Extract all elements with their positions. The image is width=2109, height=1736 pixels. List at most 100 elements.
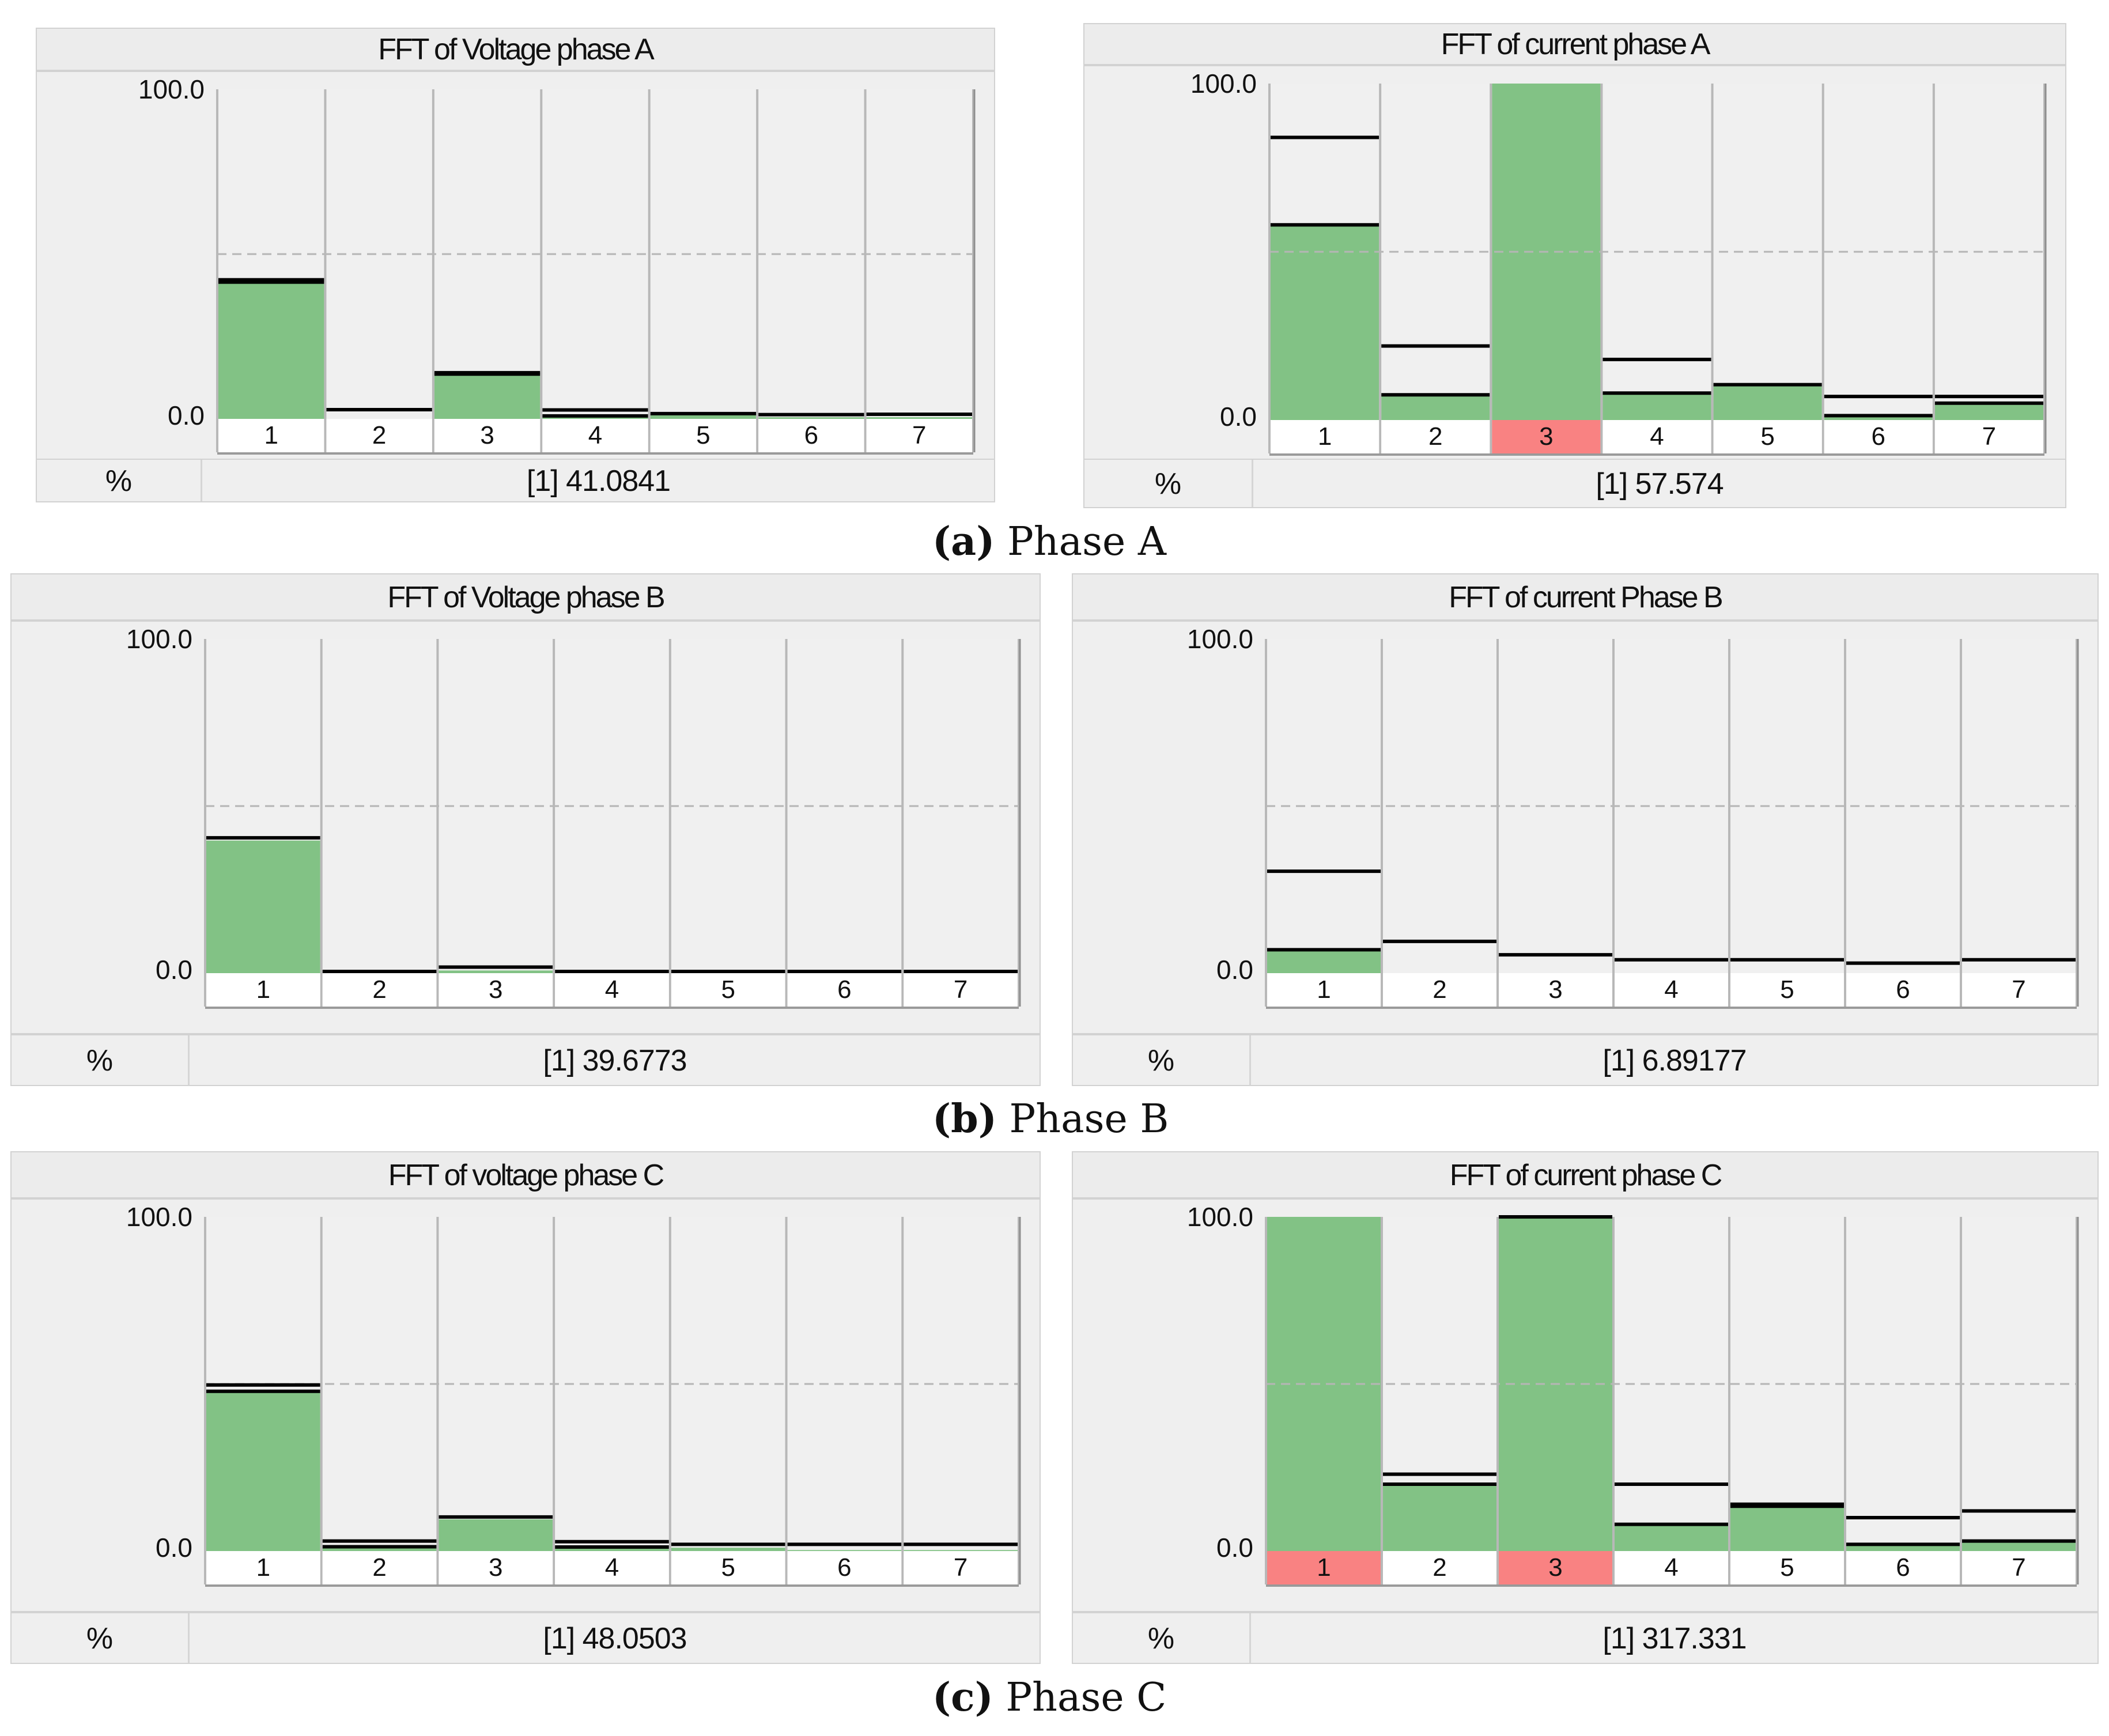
bar-5 [671, 1548, 785, 1551]
bar-6 [758, 417, 864, 419]
bin-label-6: 6 [837, 975, 851, 1004]
bin-label-box-1 [1271, 420, 1379, 453]
bin-label-6: 6 [1872, 422, 1885, 451]
bin-label-2: 2 [1433, 975, 1446, 1004]
panel-title: FFT of current phase A [1083, 23, 2066, 65]
readout-value: [1] 39.6773 [543, 1044, 687, 1077]
bin-label-box-3 [434, 419, 541, 452]
fft-panel-voltage-a: FFT of Voltage phase A 100.0 0.0 1 2 3 4 5 6 7 %… [36, 28, 995, 502]
caption-letter: (a) [932, 519, 995, 565]
bar-7 [866, 417, 972, 419]
bin-label-3: 3 [480, 421, 494, 449]
y-tick-label-min: 0.0 [168, 400, 205, 430]
y-tick-label-max: 100.0 [138, 74, 205, 104]
bin-label-1: 1 [1317, 975, 1331, 1004]
bar-6 [787, 1550, 902, 1551]
panel-title: FFT of voltage phase C [10, 1151, 1041, 1198]
bar-4 [1615, 1524, 1728, 1551]
bin-label-box-2 [326, 419, 432, 452]
bar-1 [218, 283, 324, 419]
bin-label-box-3 [439, 973, 553, 1007]
panel-title: FFT of Voltage phase B [10, 573, 1041, 621]
bar-6 [1846, 1544, 1960, 1551]
bar-2 [322, 1548, 437, 1551]
bin-label-box-7 [866, 419, 972, 452]
bin-label-box-6 [1846, 1551, 1960, 1584]
plot-area: 100.0 0.0 1 2 3 4 5 6 7 [1072, 1198, 2099, 1612]
bin-label-box-2 [322, 1551, 437, 1584]
bin-label-box-7 [904, 973, 1018, 1007]
bin-label-box-5 [1730, 973, 1844, 1007]
bar-2 [1381, 396, 1490, 420]
readout-bar: % [1] 6.89177 [1072, 1034, 2099, 1086]
y-tick-label-max: 100.0 [126, 1202, 192, 1232]
bin-label-box-2 [1383, 973, 1496, 1007]
caption-phase-b: (b) Phase B [932, 1096, 1169, 1142]
bin-label-4: 4 [605, 975, 619, 1004]
y-tick-label-min: 0.0 [156, 1533, 192, 1563]
fft-bar-chart: 100.0 0.0 1 2 3 4 5 6 7 [1187, 624, 2079, 1009]
bin-label-5: 5 [721, 975, 735, 1004]
y-tick-label-min: 0.0 [1216, 1533, 1253, 1563]
panel-title: FFT of current Phase B [1072, 573, 2099, 621]
bin-label-6: 6 [1896, 975, 1910, 1004]
bin-label-box-4 [1615, 973, 1728, 1007]
y-tick-label-max: 100.0 [126, 624, 192, 654]
bin-label-box-5 [1713, 420, 1822, 453]
caption-phase-c: (c) Phase C [932, 1674, 1166, 1720]
plot-area: 100.0 0.0 1 2 3 4 5 6 7 [10, 1198, 1041, 1612]
bin-label-box-6 [758, 419, 864, 452]
bin-label-box-4 [1615, 1551, 1728, 1584]
fft-panel-current-b: FFT of current Phase B 100.0 0.0 1 2 3 4 5 6 7 %… [1072, 573, 2099, 1086]
bin-label-box-6 [1846, 973, 1960, 1007]
caption-text: Phase C [1006, 1675, 1167, 1720]
bar-1 [206, 840, 320, 973]
bin-label-3: 3 [1548, 975, 1562, 1004]
bin-label-1: 1 [264, 421, 278, 449]
bin-label-box-4 [555, 973, 669, 1007]
fft-bar-chart: 100.0 0.0 1 2 3 4 5 6 7 [1187, 1202, 2079, 1587]
y-tick-label-min: 0.0 [1220, 402, 1257, 432]
bar-3 [439, 970, 553, 973]
bin-label-box-1 [1267, 1551, 1381, 1584]
readout-bar: % [1] 48.0503 [10, 1612, 1041, 1664]
plot-area: 100.0 0.0 1 2 3 4 5 6 7 [36, 71, 995, 480]
bin-label-7: 7 [2012, 1553, 2025, 1582]
caption-letter: (b) [932, 1096, 997, 1142]
y-tick-label-min: 0.0 [156, 955, 192, 985]
bar-5 [650, 414, 757, 419]
unit-label: % [37, 460, 202, 501]
bin-label-box-2 [1383, 1551, 1496, 1584]
bin-label-box-1 [206, 1551, 320, 1584]
readout-value: [1] 48.0503 [543, 1622, 687, 1655]
bar-6 [1824, 417, 1933, 420]
bin-label-box-1 [218, 419, 324, 452]
panel-title: FFT of current phase C [1072, 1151, 2099, 1198]
bar-1 [206, 1390, 320, 1551]
bin-label-3: 3 [1548, 1553, 1562, 1582]
bar-5 [1713, 386, 1822, 420]
caption-text: Phase B [1009, 1096, 1169, 1142]
bin-label-4: 4 [605, 1553, 619, 1582]
bin-label-3: 3 [1539, 422, 1553, 451]
fft-panel-current-c: FFT of current phase C 100.0 0.0 1 2 3 4 5 6 7 %… [1072, 1151, 2099, 1664]
bin-label-6: 6 [804, 421, 818, 449]
bar-4 [555, 1548, 669, 1551]
bin-label-2: 2 [372, 975, 386, 1004]
bin-label-box-1 [1267, 973, 1381, 1007]
bar-1 [1267, 950, 1381, 973]
fft-panel-current-a: FFT of current phase A 100.0 0.0 1 2 3 4 5 6 7 %… [1083, 23, 2066, 508]
bin-label-box-4 [1602, 420, 1711, 453]
fft-panel-voltage-c: FFT of voltage phase C 100.0 0.0 1 2 3 4 5 6 7 %… [10, 1151, 1041, 1664]
bar-4 [1602, 393, 1711, 420]
readout-bar: % [1] 317.331 [1072, 1612, 2099, 1664]
bar-3 [434, 374, 541, 419]
bin-label-box-3 [1499, 1551, 1612, 1584]
bin-label-box-4 [542, 419, 648, 452]
bin-label-box-3 [1499, 973, 1612, 1007]
fft-panel-voltage-b: FFT of Voltage phase B 100.0 0.0 1 2 3 4 5 6 7 %… [10, 573, 1041, 1086]
bin-label-2: 2 [1433, 1553, 1446, 1582]
readout-value: [1] 6.89177 [1602, 1044, 1747, 1077]
unit-label: % [1073, 1613, 1251, 1663]
bin-label-1: 1 [1318, 422, 1332, 451]
